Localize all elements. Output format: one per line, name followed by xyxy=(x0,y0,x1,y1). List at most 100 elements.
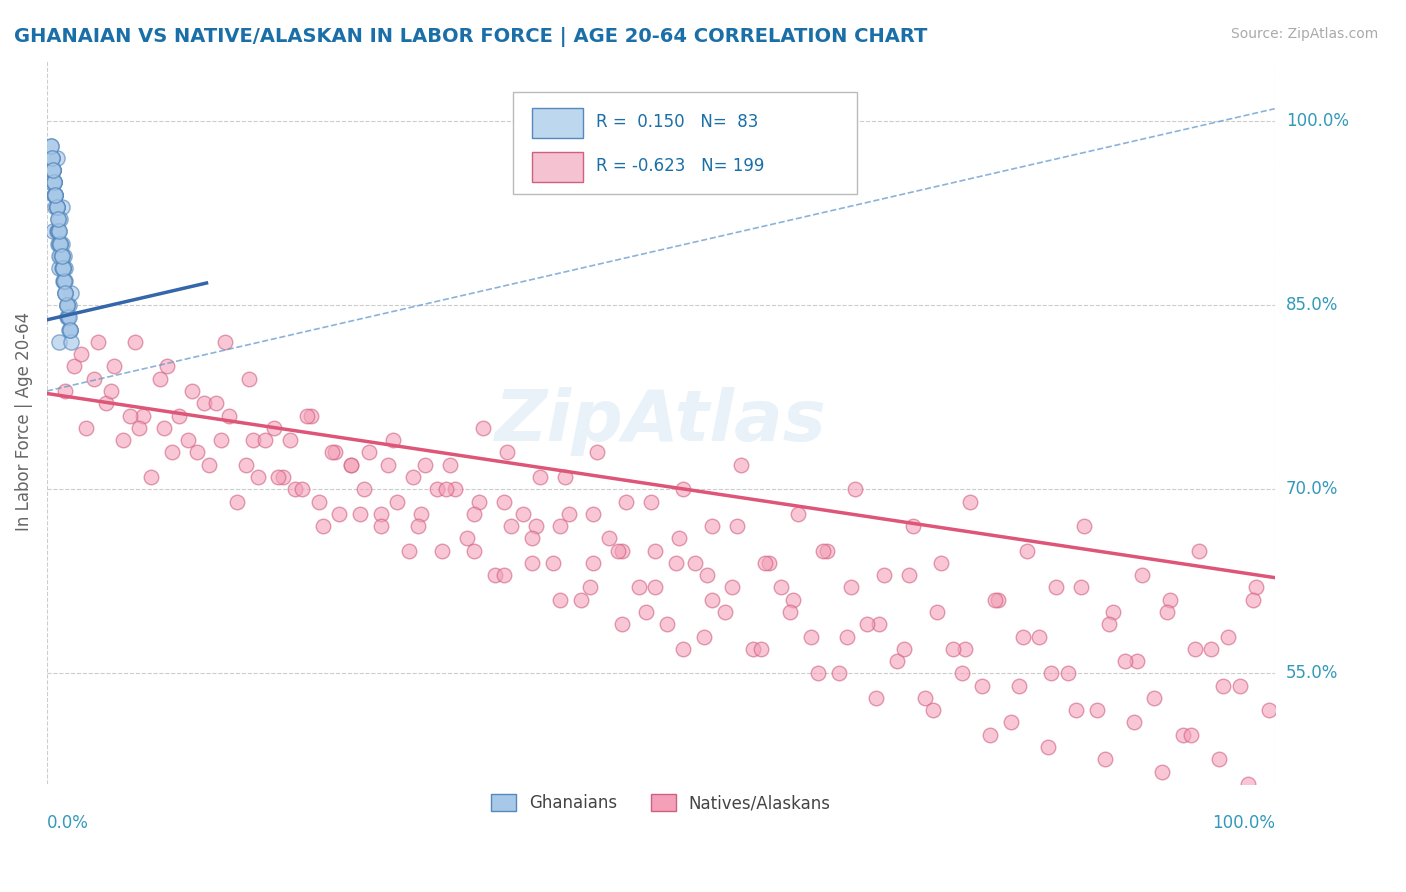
Ghanaians xyxy=(53,274,76,288)
Natives/Alaskans xyxy=(463,507,485,521)
Legend: Ghanaians, Natives/Alaskans: Ghanaians, Natives/Alaskans xyxy=(484,788,838,819)
Natives/Alaskans xyxy=(411,507,433,521)
Natives/Alaskans xyxy=(959,494,981,508)
Ghanaians xyxy=(53,274,76,288)
Natives/Alaskans xyxy=(640,494,662,508)
Ghanaians xyxy=(60,285,83,300)
Natives/Alaskans xyxy=(730,458,752,472)
Ghanaians xyxy=(55,298,77,312)
Natives/Alaskans xyxy=(492,568,515,582)
Natives/Alaskans xyxy=(1171,728,1194,742)
Ghanaians xyxy=(49,212,72,227)
Natives/Alaskans xyxy=(922,703,945,717)
Natives/Alaskans xyxy=(218,409,240,423)
Text: 0.0%: 0.0% xyxy=(46,814,89,832)
Natives/Alaskans xyxy=(541,556,564,570)
Natives/Alaskans xyxy=(291,482,314,496)
Natives/Alaskans xyxy=(693,630,716,644)
Natives/Alaskans xyxy=(160,445,183,459)
Natives/Alaskans xyxy=(520,556,543,570)
Ghanaians xyxy=(58,323,80,337)
Text: R = -0.623   N= 199: R = -0.623 N= 199 xyxy=(596,157,763,176)
Ghanaians xyxy=(56,310,79,325)
Natives/Alaskans xyxy=(582,507,605,521)
Natives/Alaskans xyxy=(193,396,215,410)
Natives/Alaskans xyxy=(914,690,936,705)
Natives/Alaskans xyxy=(865,690,887,705)
Natives/Alaskans xyxy=(942,641,965,656)
Natives/Alaskans xyxy=(432,543,454,558)
Text: 100.0%: 100.0% xyxy=(1212,814,1275,832)
Natives/Alaskans xyxy=(627,581,650,595)
Natives/Alaskans xyxy=(751,641,773,656)
Ghanaians xyxy=(52,261,75,276)
Ghanaians xyxy=(44,187,66,202)
Natives/Alaskans xyxy=(683,556,706,570)
Ghanaians xyxy=(55,298,77,312)
Natives/Alaskans xyxy=(837,630,859,644)
Natives/Alaskans xyxy=(655,617,678,632)
Natives/Alaskans xyxy=(839,581,862,595)
Natives/Alaskans xyxy=(955,641,977,656)
Natives/Alaskans xyxy=(557,507,579,521)
Natives/Alaskans xyxy=(1159,592,1181,607)
Ghanaians xyxy=(41,151,63,165)
Ghanaians xyxy=(55,298,77,312)
Natives/Alaskans xyxy=(186,445,208,459)
Ghanaians xyxy=(49,236,72,251)
Ghanaians xyxy=(42,163,65,178)
Ghanaians xyxy=(52,261,75,276)
Natives/Alaskans xyxy=(569,592,592,607)
Natives/Alaskans xyxy=(312,519,335,533)
Natives/Alaskans xyxy=(267,470,290,484)
Ghanaians xyxy=(44,187,66,202)
Ghanaians xyxy=(59,323,82,337)
Natives/Alaskans xyxy=(1216,630,1239,644)
Ghanaians xyxy=(45,200,67,214)
Natives/Alaskans xyxy=(382,433,405,447)
Natives/Alaskans xyxy=(235,458,257,472)
Ghanaians xyxy=(53,285,76,300)
Ghanaians xyxy=(53,274,76,288)
Natives/Alaskans xyxy=(1028,630,1050,644)
Natives/Alaskans xyxy=(979,728,1001,742)
Natives/Alaskans xyxy=(1150,764,1173,779)
Natives/Alaskans xyxy=(987,592,1010,607)
Ghanaians xyxy=(44,187,66,202)
Natives/Alaskans xyxy=(606,543,628,558)
Natives/Alaskans xyxy=(128,421,150,435)
Natives/Alaskans xyxy=(177,433,200,447)
Ghanaians xyxy=(42,163,65,178)
Ghanaians xyxy=(44,187,66,202)
Natives/Alaskans xyxy=(1094,752,1116,766)
Natives/Alaskans xyxy=(713,605,735,619)
Natives/Alaskans xyxy=(357,445,380,459)
Ghanaians xyxy=(45,151,67,165)
Natives/Alaskans xyxy=(1257,703,1279,717)
Ghanaians xyxy=(41,151,63,165)
Natives/Alaskans xyxy=(893,641,915,656)
Ghanaians xyxy=(46,224,69,238)
Natives/Alaskans xyxy=(214,334,236,349)
Ghanaians xyxy=(48,261,70,276)
Ghanaians xyxy=(49,236,72,251)
Natives/Alaskans xyxy=(644,581,666,595)
Natives/Alaskans xyxy=(83,372,105,386)
Natives/Alaskans xyxy=(1008,679,1031,693)
Natives/Alaskans xyxy=(702,519,724,533)
Ghanaians xyxy=(39,138,62,153)
Natives/Alaskans xyxy=(512,507,534,521)
Ghanaians xyxy=(53,274,76,288)
Ghanaians xyxy=(56,310,79,325)
Natives/Alaskans xyxy=(668,532,690,546)
Natives/Alaskans xyxy=(672,641,695,656)
Ghanaians xyxy=(46,212,69,227)
FancyBboxPatch shape xyxy=(531,108,583,138)
Natives/Alaskans xyxy=(299,409,322,423)
Natives/Alaskans xyxy=(340,458,363,472)
Ghanaians xyxy=(48,236,70,251)
Natives/Alaskans xyxy=(548,592,571,607)
Ghanaians xyxy=(52,261,75,276)
Ghanaians xyxy=(55,310,77,325)
Ghanaians xyxy=(59,323,82,337)
